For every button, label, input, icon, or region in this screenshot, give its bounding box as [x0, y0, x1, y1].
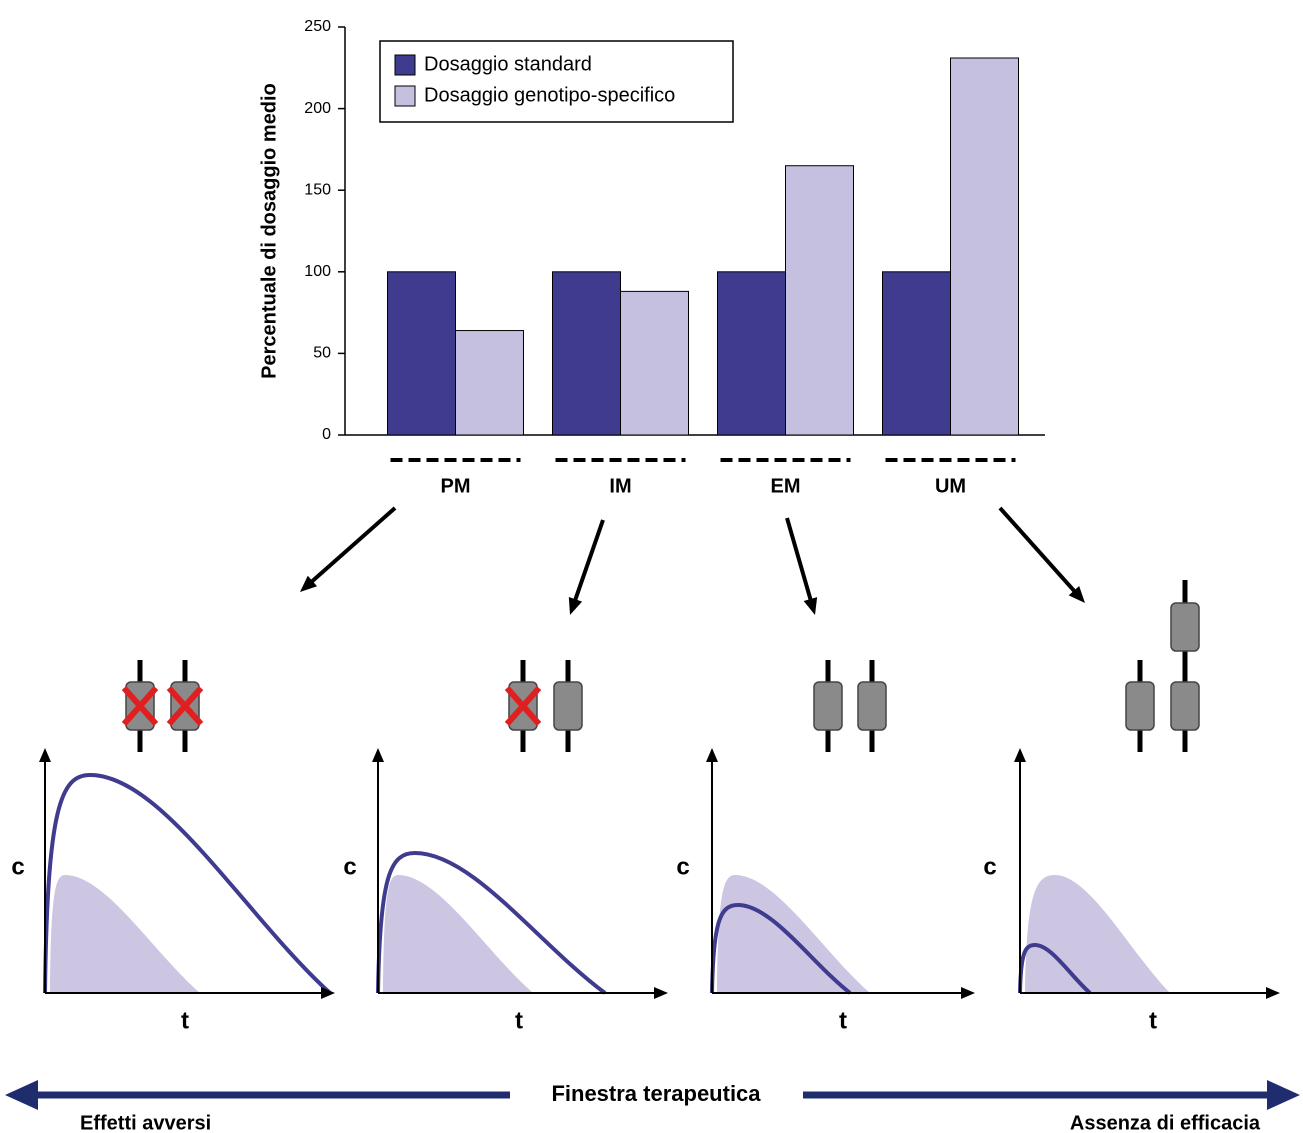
legend-swatch	[395, 86, 415, 106]
panel-y-label: c	[343, 853, 356, 880]
bar	[456, 331, 524, 435]
x-tick-label: UM	[935, 475, 966, 497]
panel-y-label: c	[676, 853, 689, 880]
bar	[951, 58, 1019, 435]
bar	[718, 272, 786, 435]
arrow-head	[1266, 987, 1280, 999]
gene	[814, 682, 842, 730]
gene	[858, 682, 886, 730]
gene	[1126, 682, 1154, 730]
y-tick-label: 50	[313, 345, 331, 362]
pointer-arrow	[1000, 508, 1078, 596]
arrow-head	[1267, 1080, 1300, 1110]
y-tick-label: 100	[304, 263, 331, 280]
pointer-arrow	[307, 508, 395, 585]
bar	[621, 291, 689, 435]
figure: Percentuale di dosaggio medio Finestra t…	[0, 0, 1303, 1133]
x-tick-label: IM	[609, 475, 631, 497]
x-tick-label: PM	[441, 475, 471, 497]
y-axis-label: Percentuale di dosaggio medio	[258, 83, 280, 379]
pointer-arrow	[573, 520, 603, 606]
arrow-head	[569, 597, 582, 615]
target-range	[717, 875, 870, 993]
bar	[388, 272, 456, 435]
bar	[883, 272, 951, 435]
pointer-arrow	[787, 518, 812, 605]
scale-left-label: Effetti avversi	[80, 1112, 211, 1133]
bar	[786, 166, 854, 435]
arrow-head	[961, 987, 975, 999]
panel-x-label: t	[181, 1007, 189, 1034]
arrow-head	[5, 1080, 38, 1110]
y-tick-label: 150	[304, 181, 331, 198]
panel-x-label: t	[515, 1007, 523, 1034]
legend-label: Dosaggio genotipo-specifico	[424, 84, 675, 106]
panel-y-label: c	[983, 853, 996, 880]
legend-swatch	[395, 55, 415, 75]
y-tick-label: 200	[304, 100, 331, 117]
panel-x-label: t	[1149, 1007, 1157, 1034]
arrow-head	[804, 597, 817, 615]
y-tick-label: 250	[304, 18, 331, 35]
arrow-head	[706, 748, 718, 762]
x-tick-label: EM	[771, 475, 801, 497]
scale-right-label: Assenza di efficacia	[1070, 1112, 1261, 1133]
target-range	[383, 875, 533, 993]
panel-x-label: t	[839, 1007, 847, 1034]
arrow-head	[654, 987, 668, 999]
y-tick-label: 0	[322, 426, 331, 443]
gene	[1171, 682, 1199, 730]
target-range	[1025, 875, 1170, 993]
gene	[1171, 603, 1199, 651]
bar	[553, 272, 621, 435]
arrow-head	[1014, 748, 1026, 762]
panel-y-label: c	[11, 853, 24, 880]
target-range	[50, 875, 200, 993]
scale-title: Finestra terapeutica	[551, 1081, 761, 1106]
legend-label: Dosaggio standard	[424, 53, 592, 75]
arrow-head	[39, 748, 51, 762]
gene	[554, 682, 582, 730]
arrow-head	[372, 748, 384, 762]
